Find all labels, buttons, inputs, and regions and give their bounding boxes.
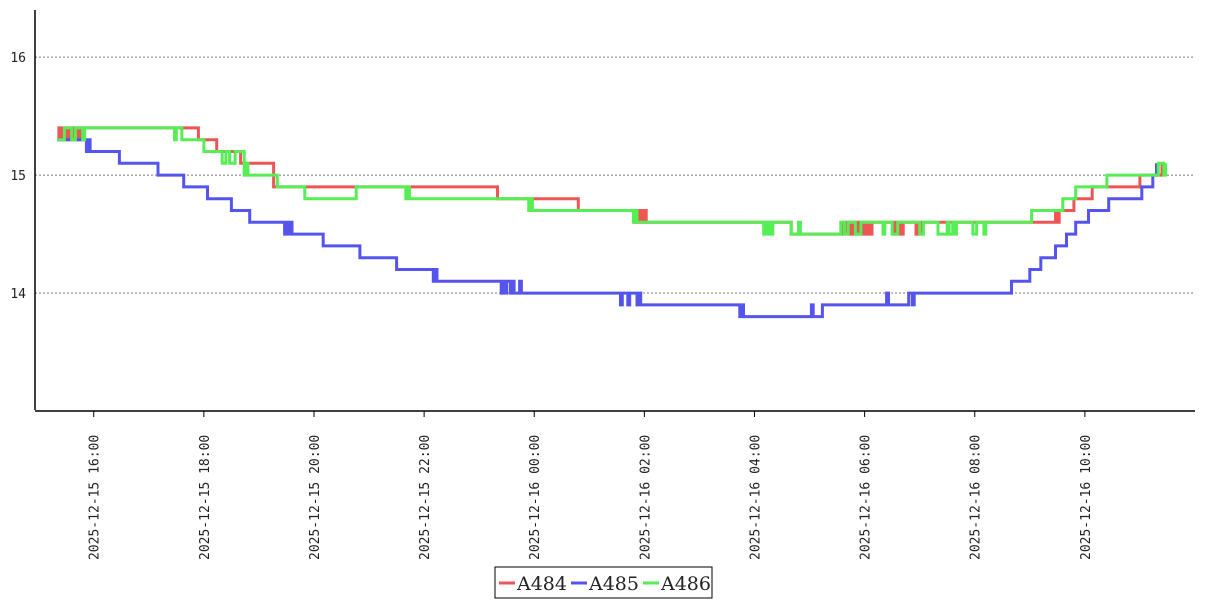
x-tick-label: 2025-12-16 08:00 xyxy=(969,435,984,560)
grid-lines xyxy=(35,56,1195,294)
legend-label: A485 xyxy=(588,573,639,595)
y-tick-label: 16 xyxy=(10,51,26,66)
y-tick-label: 14 xyxy=(10,287,26,302)
y-tick-label: 15 xyxy=(10,169,26,184)
x-tick-label: 2025-12-15 22:00 xyxy=(418,435,433,560)
y-tick-labels: 14 15 16 xyxy=(10,51,26,302)
legend-box xyxy=(494,566,713,599)
x-tick-label: 2025-12-16 06:00 xyxy=(859,435,874,560)
legend: A484 A485 A486 xyxy=(494,566,713,599)
series-line-a486 xyxy=(57,126,1168,236)
x-tick-label: 2025-12-16 00:00 xyxy=(528,435,543,560)
x-tick-label: 2025-12-15 16:00 xyxy=(88,435,103,560)
legend-label: A486 xyxy=(660,573,711,595)
x-tick-label: 2025-12-16 02:00 xyxy=(638,435,653,560)
legend-label: A484 xyxy=(516,573,567,595)
series-line-a485 xyxy=(57,138,1158,319)
series-lines xyxy=(57,126,1168,319)
x-tick-label: 2025-12-16 10:00 xyxy=(1079,435,1094,560)
axes xyxy=(34,10,1195,412)
x-tick-label: 2025-12-15 18:00 xyxy=(198,435,213,560)
x-tick-labels: 2025-12-15 16:00 2025-12-15 18:00 2025-12-… xyxy=(88,411,1094,560)
series-line-a484 xyxy=(57,126,1164,236)
x-tick-label: 2025-12-16 04:00 xyxy=(748,435,763,560)
x-tick-label: 2025-12-15 20:00 xyxy=(308,435,323,560)
